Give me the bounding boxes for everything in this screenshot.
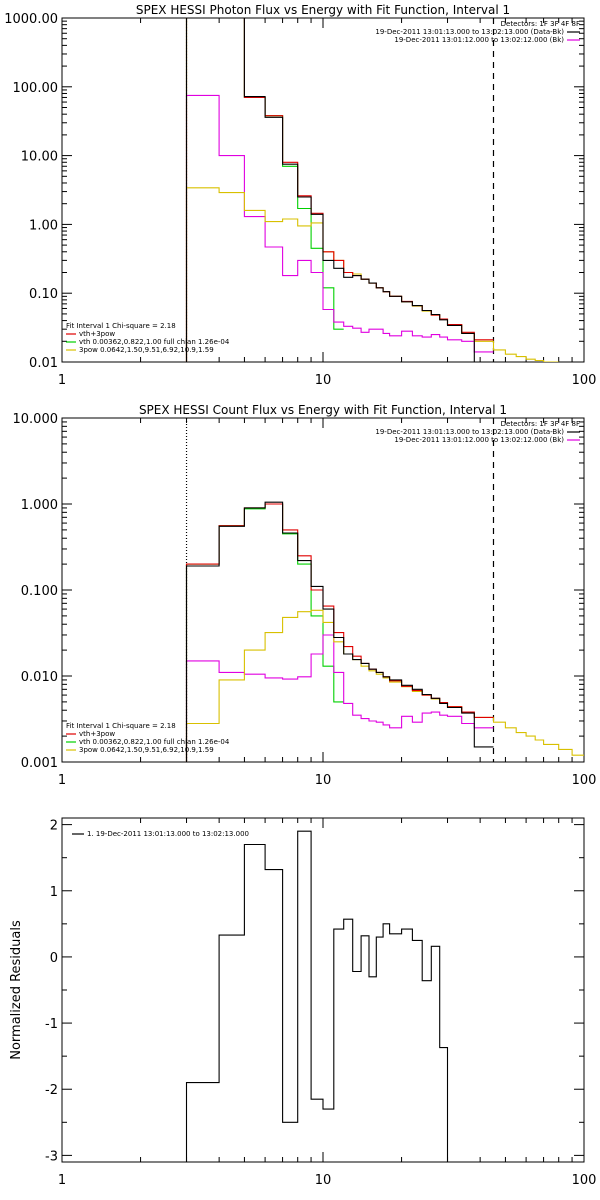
fit-legend-label: 3pow 0.0642,1.50,9.51,6.92,10.9,1.59 [79,346,214,354]
data-series-line [185,18,494,362]
y-tick-label: 1.00 [29,218,58,233]
legend-entry-label: 19-Dec-2011 13:01:12.000 to 13:02:12.000… [394,436,564,444]
fit-legend-label: vth+3pow [79,730,115,738]
count-flux-panel: SPEX HESSI Count Flux vs Energy with Fit… [13,403,597,788]
x-tick-label: 1 [58,1173,66,1188]
series-group [185,18,559,362]
y-tick-label: 1.000 [21,498,58,513]
data-series-line [185,94,494,362]
y-tick-label: 0.010 [21,670,58,685]
x-tick-label: 10 [315,373,332,388]
fit-legend-label: 3pow 0.0642,1.50,9.51,6.92,10.9,1.59 [79,746,214,754]
data-series-line [185,187,559,362]
x-tick-label: 100 [572,773,597,788]
residuals-ylabel: Normalized Residuals [9,920,24,1060]
plot-frame [61,817,585,1163]
data-series-line [185,634,494,762]
x-tick-label: 10 [315,773,332,788]
legend-header: Detectors: 1F 3F 4F 8F [501,20,580,28]
plot-frame [61,17,585,363]
y-tick-label: 0.100 [21,584,58,599]
y-tick-label: 0 [50,951,58,966]
data-series-line [185,830,494,1162]
data-series-line [185,609,584,762]
y-tick-label: 0.01 [29,356,58,371]
data-series-line [185,18,494,362]
series-group [185,830,494,1162]
legend-entry-label: 19-Dec-2011 13:01:13.000 to 13:02:13.000… [375,28,564,36]
fit-legend-label: vth 0.00362,0.822,1.00 full chian 1.26e-… [79,338,230,346]
x-tick-label: 10 [315,1173,332,1188]
fit-legend-label: vth 0.00362,0.822,1.00 full chian 1.26e-… [79,738,230,746]
x-tick-label: 100 [572,1173,597,1188]
y-tick-label: 10.000 [13,412,59,427]
series-group [185,501,584,762]
y-tick-label: 10.00 [21,150,58,165]
y-tick-label: 2 [50,819,58,834]
legend-entry-label: 1. 19-Dec-2011 13:01:13.000 to 13:02:13.… [87,830,249,838]
x-tick-label: 100 [572,373,597,388]
y-tick-label: 1 [50,885,58,900]
photon-flux-panel: SPEX HESSI Photon Flux vs Energy with Fi… [4,3,596,388]
data-series-line [185,501,494,762]
legend-entry-label: 19-Dec-2011 13:01:13.000 to 13:02:13.000… [375,428,564,436]
y-tick-label: 0.10 [29,287,58,302]
y-tick-label: 1000.00 [4,12,58,27]
y-tick-label: -2 [45,1083,58,1098]
y-tick-label: 0.001 [21,756,58,771]
legend-header: Detectors: 1F 3F 4F 8F [501,420,580,428]
fit-legend-label: vth+3pow [79,330,115,338]
photon-flux-title: SPEX HESSI Photon Flux vs Energy with Fi… [136,3,510,17]
y-tick-label: 100.00 [13,81,59,96]
fit-legend-header: Fit Interval 1 Chi-square = 2.18 [66,722,176,730]
data-series-line [185,18,344,362]
fit-legend-header: Fit Interval 1 Chi-square = 2.18 [66,322,176,330]
x-tick-label: 1 [58,373,66,388]
x-tick-label: 1 [58,773,66,788]
y-tick-label: -3 [45,1149,58,1164]
legend-entry-label: 19-Dec-2011 13:01:12.000 to 13:02:12.000… [394,36,564,44]
count-flux-title: SPEX HESSI Count Flux vs Energy with Fit… [139,403,507,417]
data-series-line [185,503,494,762]
y-tick-label: -1 [45,1017,58,1032]
